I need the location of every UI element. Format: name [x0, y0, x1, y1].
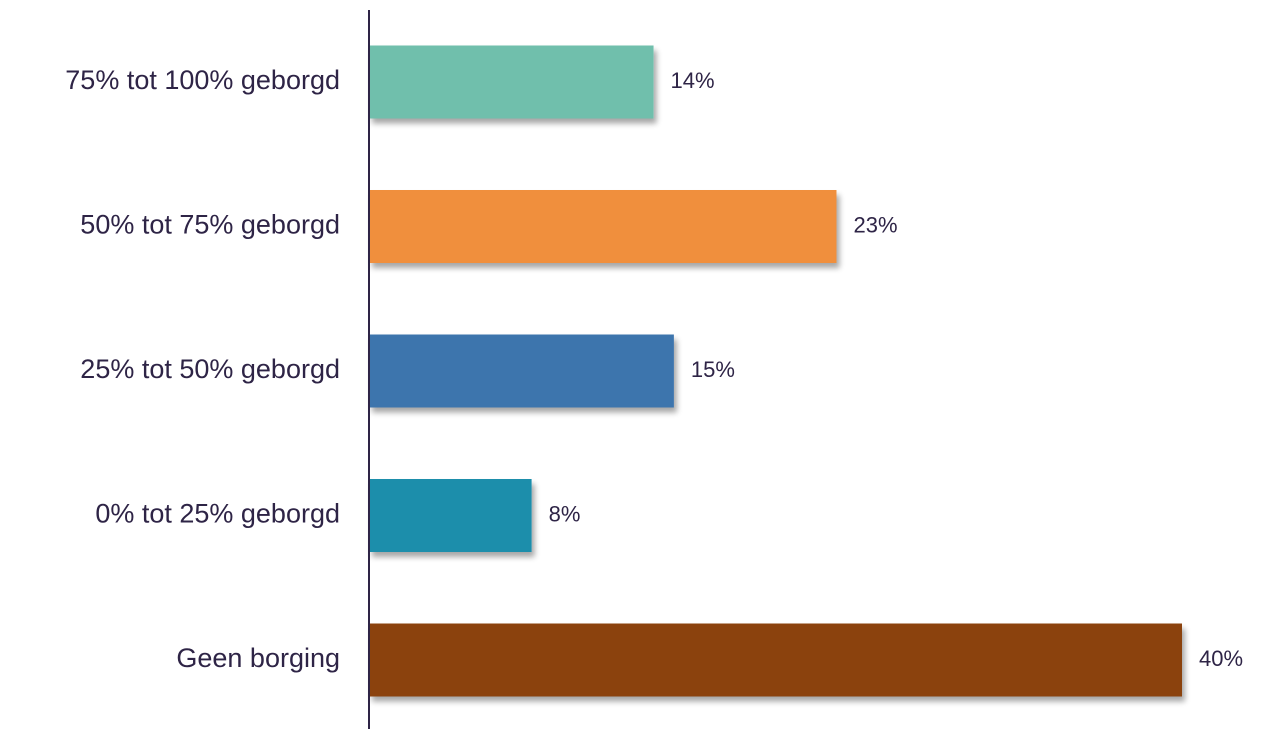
value-label-geen-borging: 40%	[1199, 646, 1243, 671]
value-label-0-tot-25-geborgd: 8%	[549, 501, 581, 526]
bar-0-tot-25-geborgd	[369, 479, 532, 552]
bar-75-tot-100-geborgd	[369, 45, 654, 119]
value-label-75-tot-100-geborgd: 14%	[671, 68, 715, 93]
value-label-50-tot-75-geborgd: 23%	[853, 212, 897, 237]
bars-group	[369, 45, 1182, 697]
labels-group: 75% tot 100% geborgd 14% 50% tot 75% gebor…	[65, 65, 1243, 673]
bar-geen-borging	[369, 623, 1182, 697]
bar-25-tot-50-geborgd	[369, 334, 674, 408]
value-label-25-tot-50-geborgd: 15%	[691, 357, 735, 382]
category-label-0-tot-25-geborgd: 0% tot 25% geborgd	[95, 499, 340, 529]
bar-50-tot-75-geborgd	[369, 190, 837, 263]
category-label-50-tot-75-geborgd: 50% tot 75% geborgd	[80, 210, 340, 240]
category-label-geen-borging: Geen borging	[176, 643, 340, 673]
category-label-25-tot-50-geborgd: 25% tot 50% geborgd	[80, 354, 340, 384]
category-label-75-tot-100-geborgd: 75% tot 100% geborgd	[65, 65, 340, 95]
